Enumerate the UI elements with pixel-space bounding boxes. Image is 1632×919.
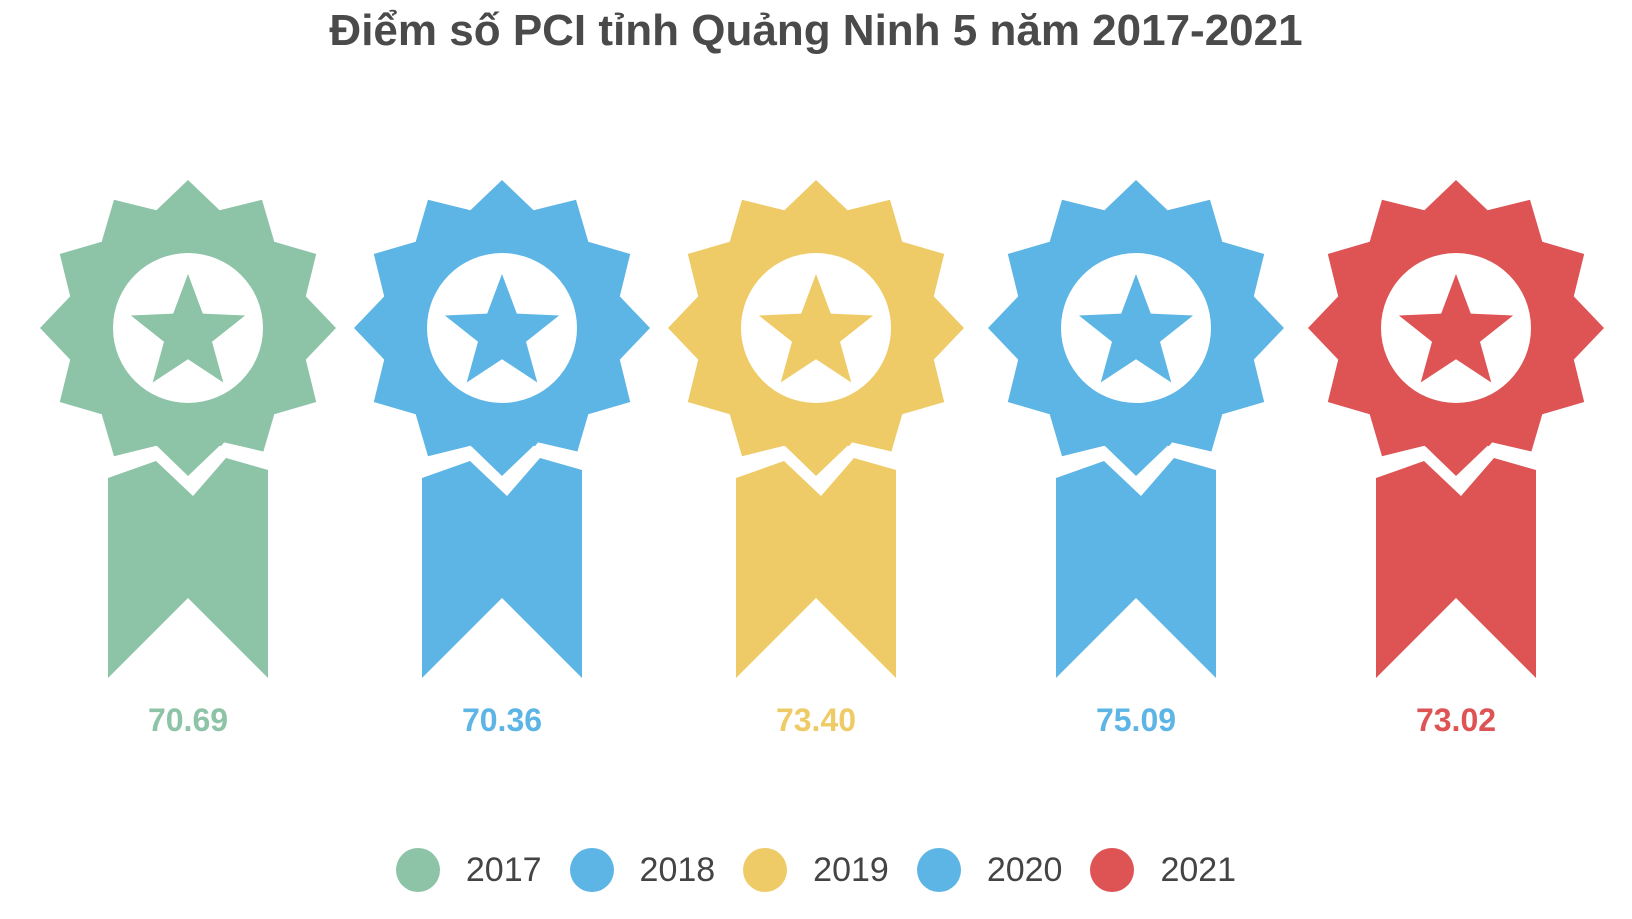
star-icon	[1398, 274, 1514, 383]
ribbon-gap	[96, 442, 280, 496]
star-icon	[444, 274, 560, 383]
legend-item-2019: 2019	[743, 848, 889, 892]
ribbon-gap	[410, 442, 594, 496]
legend-label: 2020	[986, 850, 1063, 889]
legend-label: 2021	[1160, 850, 1237, 889]
ribbon-tail	[422, 458, 582, 678]
ribbon-tail	[736, 458, 896, 678]
value-label-2018: 70.36	[462, 702, 542, 738]
award-ribbon-icon	[668, 180, 964, 678]
legend-swatch	[395, 848, 440, 892]
legend-item-2021: 2021	[1090, 848, 1236, 892]
star-icon	[1078, 274, 1194, 383]
value-label-2021: 73.02	[1416, 702, 1496, 738]
legend-item-2018: 2018	[569, 848, 716, 892]
legend-swatch	[569, 848, 614, 892]
ribbon-gap	[724, 442, 908, 496]
star-icon	[130, 274, 246, 383]
ribbon-tail	[1376, 458, 1536, 678]
legend-swatch	[1090, 848, 1135, 892]
legend-swatch	[916, 848, 961, 892]
legend-label: 2018	[639, 850, 716, 889]
award-ribbon-icon	[1308, 180, 1604, 678]
legend-label: 2019	[813, 850, 889, 889]
legend-swatch	[743, 848, 788, 892]
ribbon-gap	[1044, 442, 1228, 496]
value-label-2020: 75.09	[1096, 702, 1176, 738]
award-ribbon-icon	[988, 180, 1284, 678]
award-ribbon-icon	[40, 180, 336, 678]
legend-item-2017: 2017	[395, 848, 542, 892]
chart-title: Điểm số PCI tỉnh Quảng Ninh 5 năm 2017-2…	[329, 6, 1303, 55]
ribbon-gap	[1364, 442, 1548, 496]
award-ribbon-icon	[354, 180, 650, 678]
legend: 2017 2018 2019 2020 2021	[0, 848, 1632, 892]
ribbon-tail	[108, 458, 268, 678]
legend-label: 2017	[465, 850, 542, 889]
legend-item-2020: 2020	[916, 848, 1063, 892]
star-icon	[758, 274, 874, 383]
value-label-2017: 70.69	[148, 702, 228, 738]
value-label-2019: 73.40	[776, 702, 856, 738]
ribbon-tail	[1056, 458, 1216, 678]
